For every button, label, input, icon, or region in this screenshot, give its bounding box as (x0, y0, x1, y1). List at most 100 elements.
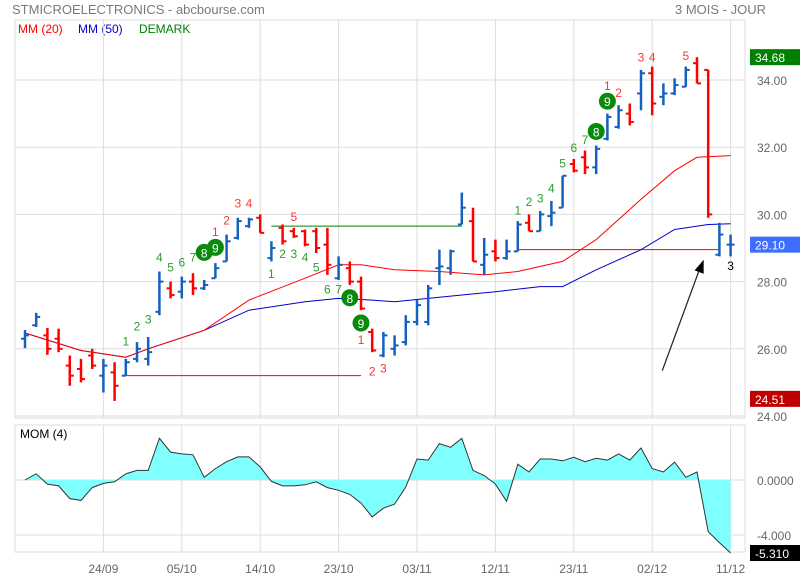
demark-count-label: 4 (302, 250, 309, 264)
price-panel-frame (14, 19, 746, 419)
ohlc-bar (77, 358, 85, 383)
ohlc-bar (301, 229, 309, 247)
mom-panel-frame (14, 424, 746, 553)
chart-title: STMICROELECTRONICS - abcbourse.com (12, 2, 265, 17)
demark-count-label: 3 (638, 51, 645, 65)
demark-count-label: 3 (380, 361, 387, 375)
ohlc-bar (189, 273, 197, 296)
ohlc-bar (43, 327, 52, 355)
ohlc-bar (155, 271, 164, 316)
ohlc-bar (525, 214, 533, 233)
price-tag-label: 29.10 (755, 239, 785, 253)
date-axis-label: 24/09 (88, 562, 118, 576)
period-label[interactable]: 3 MOIS - JOUR (674, 2, 766, 17)
date-axis-label: 02/12 (637, 562, 667, 576)
ohlc-bar (345, 261, 354, 285)
ohlc-bar (693, 57, 701, 85)
legend-mm20[interactable]: MM (20) (18, 22, 63, 36)
demark-circle (352, 314, 370, 332)
price-axis-label: 28.00 (757, 276, 787, 290)
date-axis-label: 11/12 (716, 562, 745, 576)
ohlc-bar (592, 145, 601, 175)
demark-count-label: 8 (201, 246, 208, 260)
ohlc-bar (614, 105, 623, 129)
ohlc-bar (99, 358, 108, 393)
mom-area (25, 438, 731, 553)
demark-count-label: 7 (582, 133, 589, 147)
demark-count-label: 1 (122, 334, 129, 348)
demark-count-label: 4 (548, 182, 555, 196)
ohlc-bar (133, 342, 141, 363)
price-tag-box (750, 236, 800, 253)
price-axis-label: 30.00 (757, 208, 787, 222)
legend-demark[interactable]: DEMARK (139, 22, 191, 36)
ohlc-bar (726, 234, 735, 257)
ohlc-bar (256, 214, 265, 234)
demark-count-label: 4 (246, 197, 253, 211)
annotation-arrow-head (694, 259, 704, 274)
price-tag-label: 24.51 (755, 393, 785, 407)
ohlc-bar (581, 150, 589, 175)
ohlc-bar (177, 276, 186, 299)
ohlc-bar (547, 200, 556, 227)
annotation-arrow-line (661, 268, 701, 371)
date-axis-label: 14/10 (245, 562, 275, 576)
ohlc-bar (144, 337, 153, 366)
ohlc-bar (278, 224, 287, 245)
demark-count-label: 5 (682, 49, 689, 63)
ohlc-bar (211, 263, 220, 280)
ohlc-bar (32, 312, 41, 327)
ohlc-bar (480, 237, 489, 275)
ohlc-bar (267, 241, 276, 262)
mom-axis-label: -4.000 (757, 529, 791, 543)
ohlc-bar (379, 332, 388, 358)
ohlc-bar (569, 158, 578, 173)
demark-circle (587, 122, 605, 140)
demark-count-label: 8 (346, 292, 353, 306)
mom-last-tag-box (750, 545, 800, 562)
demark-count-label: 3 (537, 192, 544, 206)
ohlc-bar (368, 328, 377, 353)
ohlc-bar (513, 221, 522, 253)
ohlc-bar (166, 281, 175, 299)
ohlc-bar (715, 222, 724, 257)
demark-count-label: 5 (313, 261, 320, 275)
ohlc-bar (424, 284, 433, 326)
ohlc-bar (289, 227, 298, 238)
demark-count-label: 1 (604, 79, 611, 93)
mom-line (24, 437, 731, 554)
ohlc-bar (491, 239, 500, 262)
demark-count-label: 2 (526, 195, 533, 209)
ohlc-bar (625, 103, 634, 126)
date-axis-label: 12/11 (481, 562, 510, 576)
price-axis-label: 32.00 (757, 141, 787, 155)
demark-count-label: 2 (223, 213, 230, 227)
demark-count-label: 4 (649, 51, 656, 65)
demark-count-label: 1 (268, 267, 275, 281)
ohlc-bar (637, 69, 645, 111)
date-axis-label: 23/11 (559, 562, 588, 576)
demark-count-label: 8 (593, 125, 600, 139)
ohlc-bar (670, 78, 679, 96)
demark-count-label: 2 (279, 247, 286, 261)
ohlc-bar (536, 211, 545, 233)
mom-last-tag-label: -5.310 (755, 547, 789, 561)
demark-count-label: 9 (358, 317, 365, 331)
demark-count-label: 3 (290, 247, 297, 261)
ohlc-bar (245, 217, 253, 228)
ohlc-bar (110, 362, 119, 401)
date-axis-label: 03/11 (402, 562, 431, 576)
legend-mm50[interactable]: MM (50) (78, 22, 123, 36)
demark-count-label: 2 (369, 365, 376, 379)
demark-count-label: 1 (212, 225, 219, 239)
ohlc-bar (54, 328, 63, 353)
ohlc-bar (312, 227, 321, 254)
demark-count-label: 5 (167, 261, 174, 275)
demark-count-label: 6 (570, 141, 577, 155)
price-tag-box (750, 49, 800, 66)
ohlc-bar (648, 66, 657, 116)
price-tag-box (750, 390, 800, 407)
demark-count-label: 6 (178, 255, 185, 269)
demark-count-label: 5 (559, 156, 566, 170)
